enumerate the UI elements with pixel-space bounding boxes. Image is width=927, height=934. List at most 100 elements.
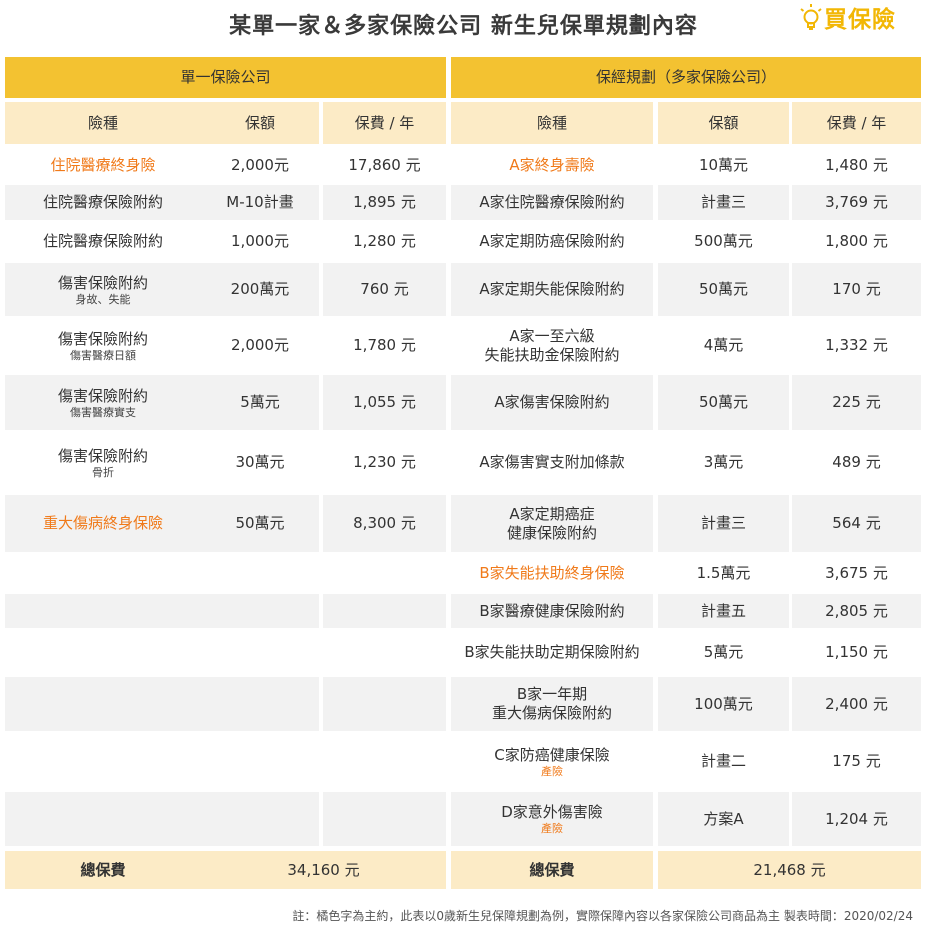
- left-table-row-amount: 2,000元: [201, 147, 319, 183]
- lightbulb-icon: [800, 4, 822, 30]
- left-table-row-amount: 50萬元: [201, 495, 319, 552]
- left-total-value: 34,160 元: [287, 860, 360, 879]
- left-table-row-amount: [201, 677, 319, 731]
- right-table-row-amount: 5萬元: [658, 631, 789, 674]
- left-table-row-premium: 760 元: [323, 263, 446, 316]
- right-table-row-premium: 564 元: [792, 495, 921, 552]
- right-row-premium: 3,769 元: [825, 193, 888, 211]
- right-row-amount: 方案A: [703, 809, 744, 828]
- right-table-row-type: C家防癌健康保險 產險: [451, 734, 653, 789]
- left-table-row-premium: 1,780 元: [323, 319, 446, 372]
- right-row-name: B家一年期: [516, 685, 588, 703]
- left-table-row-premium: 1,230 元: [323, 433, 446, 492]
- right-total-value-cell: 21,468 元: [658, 851, 921, 889]
- right-row-name: A家傷害實支附加條款: [479, 453, 625, 471]
- logo-text: 買保險: [824, 7, 896, 33]
- right-table-row-amount: 計畫五: [658, 594, 789, 628]
- left-table-row-amount: 2,000元: [201, 319, 319, 372]
- left-column-header: 保費 / 年: [323, 102, 446, 144]
- left-table-row-type: [5, 734, 201, 789]
- left-row-premium: 17,860 元: [348, 155, 421, 174]
- right-table-row-type: A家定期癌症 健康保險附約: [451, 495, 653, 552]
- left-table-row-amount: [201, 631, 319, 674]
- right-table-row-type: A家傷害保險附約: [451, 375, 653, 430]
- right-row-name: A家定期防癌保險附約: [479, 232, 625, 250]
- right-column-header-label: 保額: [708, 113, 739, 132]
- left-column-header-label: 保費 / 年: [354, 113, 415, 132]
- left-column-header: 保額: [201, 102, 319, 144]
- left-table-row-premium: 1,895 元: [323, 185, 446, 220]
- left-row-name: 傷害保險附約: [57, 273, 148, 292]
- left-total-value-cell: 34,160 元: [201, 851, 446, 889]
- right-table-row-amount: 計畫三: [658, 185, 789, 220]
- right-table-row-amount: 500萬元: [658, 223, 789, 260]
- right-row-name-line2: 失能扶助金保險附約: [484, 345, 620, 364]
- right-group-header-label: 保經規劃（多家保險公司）: [595, 68, 776, 86]
- right-total-label-cell: 總保費: [451, 851, 653, 889]
- right-table-row-amount: 50萬元: [658, 263, 789, 316]
- left-table-row-premium: 1,280 元: [323, 223, 446, 260]
- right-table-row-premium: 170 元: [792, 263, 921, 316]
- left-row-name: 傷害保險附約: [57, 446, 148, 465]
- right-table-row-type: B家失能扶助定期保險附約: [451, 631, 653, 674]
- right-table-row-type: A家終身壽險: [451, 147, 653, 183]
- right-row-amount: 計畫五: [700, 601, 746, 620]
- left-row-premium: 8,300 元: [353, 514, 416, 532]
- left-table-row-premium: [323, 677, 446, 731]
- left-table-row-premium: [323, 792, 446, 846]
- left-table-row-type: 住院醫療保險附約: [5, 223, 201, 260]
- left-table-row-amount: 1,000元: [201, 223, 319, 260]
- right-table-row-premium: 1,204 元: [792, 792, 921, 846]
- right-table-row-amount: 3萬元: [658, 433, 789, 492]
- left-table-row-amount: [201, 792, 319, 846]
- right-row-name: B家失能扶助定期保險附約: [464, 643, 640, 661]
- right-row-amount: 500萬元: [694, 232, 753, 250]
- left-row-premium: 1,230 元: [353, 453, 416, 471]
- left-table-row-premium: 8,300 元: [323, 495, 446, 552]
- left-table-row-amount: [201, 555, 319, 591]
- right-row-premium: 1,800 元: [825, 232, 888, 250]
- right-row-name-line2: 健康保險附約: [506, 523, 597, 542]
- right-table-row-type: D家意外傷害險 產險: [451, 792, 653, 846]
- left-table-row-premium: [323, 631, 446, 674]
- left-column-header-label: 保額: [244, 113, 275, 132]
- right-row-amount: 1.5萬元: [696, 563, 751, 582]
- right-column-header-label: 險種: [536, 113, 567, 132]
- right-row-premium: 564 元: [832, 514, 881, 532]
- left-total-label-cell: 總保費: [5, 851, 201, 889]
- left-row-name: 傷害保險附約: [57, 386, 148, 405]
- left-row-premium: 760 元: [360, 280, 409, 298]
- left-group-header: 單一保險公司: [5, 57, 446, 98]
- left-table-row-premium: [323, 594, 446, 628]
- left-table-row-amount: 30萬元: [201, 433, 319, 492]
- right-row-amount: 計畫二: [700, 752, 746, 770]
- left-table-row-type: [5, 631, 201, 674]
- left-row-note: 傷害醫療實支: [70, 405, 136, 419]
- page-title: 某單一家＆多家保險公司 新生兒保單規劃內容: [229, 14, 698, 39]
- right-table-row-premium: 2,400 元: [792, 677, 921, 731]
- right-row-name: D家意外傷害險: [501, 803, 603, 821]
- left-row-name: 住院醫療終身險: [50, 155, 156, 174]
- left-row-amount: 2,000元: [231, 155, 289, 174]
- left-row-amount: 30萬元: [235, 453, 285, 471]
- left-row-amount: 5萬元: [240, 393, 280, 411]
- left-table-row-type: 住院醫療保險附約: [5, 185, 201, 220]
- right-table-row-premium: 1,332 元: [792, 319, 921, 372]
- left-group-header-label: 單一保險公司: [180, 68, 271, 86]
- left-row-name: 重大傷病終身保險: [42, 514, 163, 532]
- right-row-amount: 10萬元: [698, 155, 749, 174]
- right-row-premium: 1,480 元: [825, 155, 888, 174]
- right-row-name: A家定期癌症: [509, 504, 595, 523]
- right-table-row-premium: 2,805 元: [792, 594, 921, 628]
- right-row-amount: 4萬元: [703, 336, 744, 354]
- right-row-amount: 計畫三: [700, 514, 746, 532]
- left-row-amount: M-10計畫: [226, 193, 294, 211]
- right-row-premium: 489 元: [832, 453, 881, 471]
- left-row-note: 傷害醫療日額: [70, 348, 136, 362]
- right-row-name: A家傷害保險附約: [494, 393, 610, 411]
- right-column-header: 保額: [658, 102, 789, 144]
- left-table-row-amount: 5萬元: [201, 375, 319, 430]
- right-table-row-type: A家一至六級 失能扶助金保險附約: [451, 319, 653, 372]
- right-row-premium: 170 元: [832, 280, 881, 298]
- right-table-row-type: A家定期失能保險附約: [451, 263, 653, 316]
